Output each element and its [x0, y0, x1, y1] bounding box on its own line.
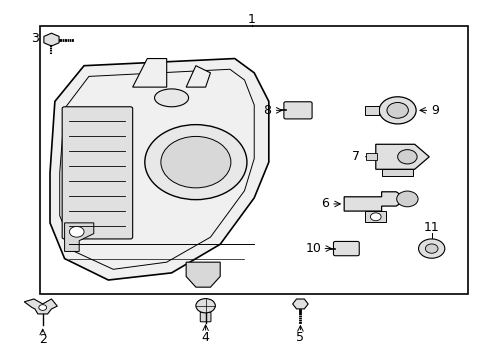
FancyBboxPatch shape [200, 312, 210, 322]
Polygon shape [375, 144, 428, 169]
Text: 8: 8 [263, 104, 271, 117]
Polygon shape [381, 169, 412, 176]
Circle shape [39, 305, 46, 310]
Ellipse shape [154, 89, 188, 107]
Circle shape [378, 97, 415, 124]
Text: 7: 7 [352, 150, 360, 163]
Polygon shape [186, 262, 220, 287]
Text: 3: 3 [31, 32, 39, 45]
Circle shape [161, 136, 230, 188]
Polygon shape [365, 211, 386, 222]
Circle shape [397, 150, 416, 164]
Circle shape [386, 103, 407, 118]
Circle shape [144, 125, 246, 200]
FancyBboxPatch shape [284, 102, 311, 119]
Text: 1: 1 [247, 13, 255, 27]
Circle shape [418, 239, 444, 258]
Bar [40, 26, 467, 294]
Circle shape [196, 298, 215, 313]
Polygon shape [24, 299, 57, 314]
Text: 9: 9 [431, 104, 439, 117]
Polygon shape [50, 59, 268, 280]
Polygon shape [292, 299, 307, 309]
Text: 11: 11 [423, 221, 439, 234]
Polygon shape [186, 66, 210, 87]
Bar [366, 153, 376, 160]
Circle shape [370, 213, 380, 221]
Circle shape [69, 226, 84, 237]
Text: 4: 4 [201, 332, 209, 345]
Text: 5: 5 [296, 331, 304, 344]
Polygon shape [344, 192, 407, 211]
Polygon shape [44, 33, 59, 46]
FancyBboxPatch shape [62, 107, 132, 239]
Polygon shape [64, 223, 94, 251]
Text: 6: 6 [320, 197, 328, 211]
Bar [364, 106, 378, 115]
Text: 2: 2 [39, 333, 46, 346]
Circle shape [396, 191, 417, 207]
Polygon shape [132, 59, 166, 87]
Circle shape [425, 244, 437, 253]
FancyBboxPatch shape [333, 242, 359, 256]
Text: 10: 10 [305, 242, 321, 255]
